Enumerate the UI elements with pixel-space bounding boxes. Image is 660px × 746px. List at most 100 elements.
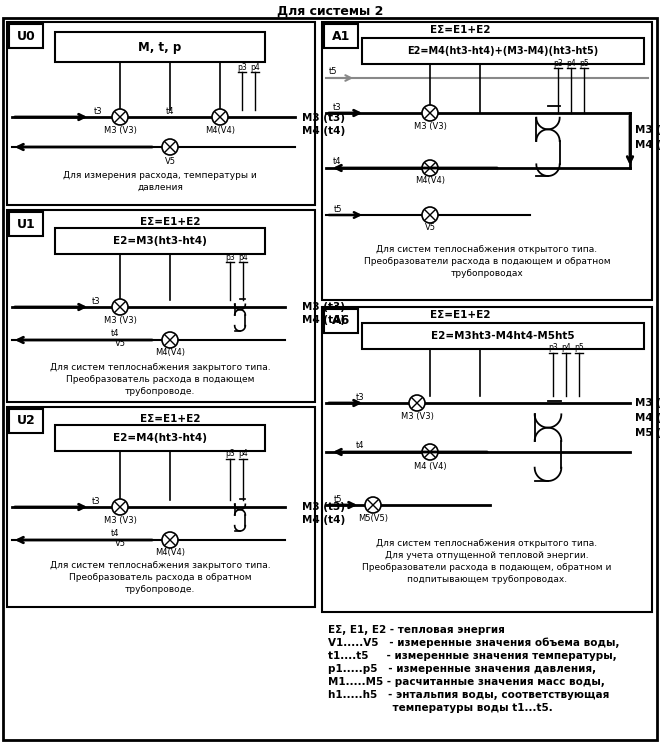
Text: M4 (t4): M4 (t4): [302, 315, 345, 325]
Text: M3 (t3): M3 (t3): [302, 302, 345, 312]
Text: M3 (t3): M3 (t3): [302, 502, 345, 512]
Bar: [324, 309, 358, 333]
Text: t3: t3: [333, 102, 341, 111]
Text: M4(V4): M4(V4): [415, 177, 445, 186]
Circle shape: [409, 395, 425, 411]
Circle shape: [422, 444, 438, 460]
Text: M3 (V3): M3 (V3): [104, 515, 137, 524]
Text: температуры воды t1...t5.: температуры воды t1...t5.: [378, 703, 553, 713]
Text: t4: t4: [333, 157, 341, 166]
Text: A6: A6: [332, 315, 350, 327]
Bar: [7, 407, 315, 607]
Text: U0: U0: [16, 30, 36, 43]
Text: p4: p4: [238, 450, 248, 459]
Text: M4 (t4): M4 (t4): [635, 413, 660, 423]
Text: p5: p5: [574, 343, 584, 353]
Text: Преобразователь расхода в обратном: Преобразователь расхода в обратном: [69, 574, 251, 583]
Text: M5(V5): M5(V5): [358, 513, 388, 522]
Text: M3 (V3): M3 (V3): [401, 412, 434, 421]
Text: p4: p4: [238, 252, 248, 262]
Text: M4 (t4): M4 (t4): [302, 126, 345, 136]
Bar: [322, 307, 652, 612]
Circle shape: [162, 532, 178, 548]
Text: Для систем теплоснабжения закрытого типа.: Для систем теплоснабжения закрытого типа…: [50, 562, 271, 571]
Text: M4(V4): M4(V4): [205, 127, 235, 136]
Text: t3: t3: [356, 392, 364, 401]
Text: M3 (V3): M3 (V3): [104, 127, 137, 136]
Text: t3: t3: [92, 296, 100, 306]
Bar: [55, 228, 265, 254]
Text: трубопроводе.: трубопроводе.: [125, 387, 195, 397]
Bar: [322, 22, 652, 300]
Bar: [362, 323, 644, 349]
Circle shape: [112, 109, 128, 125]
Text: p3: p3: [225, 450, 235, 459]
Text: Для системы 2: Для системы 2: [277, 4, 383, 17]
Text: M4 (V4): M4 (V4): [414, 462, 446, 471]
Bar: [362, 38, 644, 64]
Text: давления: давления: [137, 183, 183, 192]
Circle shape: [112, 299, 128, 315]
Text: t4: t4: [111, 330, 119, 339]
Text: M1.....M5 - расчитанные значения масс воды,: M1.....M5 - расчитанные значения масс во…: [328, 677, 605, 687]
Text: p3: p3: [225, 252, 235, 262]
Text: трубопроводах: трубопроводах: [451, 269, 523, 278]
Text: A1: A1: [332, 30, 350, 43]
Text: V5: V5: [114, 539, 125, 548]
Text: M3 (t3): M3 (t3): [302, 113, 345, 123]
Text: Для измерения расхода, температуры и: Для измерения расхода, температуры и: [63, 171, 257, 180]
Text: EΣ=E1+E2: EΣ=E1+E2: [140, 217, 200, 227]
Text: t5: t5: [334, 495, 343, 504]
Text: p1.....p5   - измеренные значения давления,: p1.....p5 - измеренные значения давления…: [328, 664, 596, 674]
Text: EΣ, E1, E2 - тепловая энергия: EΣ, E1, E2 - тепловая энергия: [328, 625, 505, 635]
Text: E2=M3(ht3-ht4): E2=M3(ht3-ht4): [113, 236, 207, 246]
Text: t1....t5     - измеренные значения температуры,: t1....t5 - измеренные значения температу…: [328, 651, 616, 661]
Text: M3 (t3): M3 (t3): [635, 398, 660, 408]
Text: V5: V5: [114, 339, 125, 348]
Text: p4: p4: [566, 58, 576, 67]
Text: U1: U1: [16, 218, 36, 231]
Text: U2: U2: [16, 415, 36, 427]
Text: t4: t4: [111, 530, 119, 539]
Circle shape: [112, 499, 128, 515]
Text: M4(V4): M4(V4): [155, 348, 185, 357]
Text: V5: V5: [164, 157, 176, 166]
Text: подпитывающем трубопроводах.: подпитывающем трубопроводах.: [407, 574, 567, 583]
Circle shape: [212, 109, 228, 125]
Bar: [324, 24, 358, 48]
Text: p4: p4: [250, 63, 260, 72]
Text: Преобразователи расхода в подающем и обратном: Преобразователи расхода в подающем и обр…: [364, 257, 610, 266]
Text: p3: p3: [548, 343, 558, 353]
Text: M3 (V3): M3 (V3): [414, 122, 446, 131]
Text: Преобразователь расхода в подающем: Преобразователь расхода в подающем: [66, 375, 254, 384]
Circle shape: [365, 497, 381, 513]
Text: E2=M3ht3-M4ht4-M5ht5: E2=M3ht3-M4ht4-M5ht5: [431, 331, 575, 341]
Text: p4: p4: [561, 343, 571, 353]
Text: M4(V4): M4(V4): [155, 548, 185, 557]
Text: V1.....V5   - измеренные значения объема воды,: V1.....V5 - измеренные значения объема в…: [328, 638, 620, 648]
Text: трубопроводе.: трубопроводе.: [125, 586, 195, 595]
Text: M3 (V3): M3 (V3): [104, 316, 137, 325]
Text: Для учета отпущенной тепловой энергии.: Для учета отпущенной тепловой энергии.: [385, 551, 589, 560]
Text: p5: p5: [579, 58, 589, 67]
Text: h1.....h5   - энтальпия воды, соответствующая: h1.....h5 - энтальпия воды, соответствую…: [328, 690, 609, 700]
Text: Для систем теплоснабжения закрытого типа.: Для систем теплоснабжения закрытого типа…: [50, 363, 271, 372]
Circle shape: [422, 160, 438, 176]
Text: Для систем теплоснабжения открытого типа.: Для систем теплоснабжения открытого типа…: [376, 245, 597, 254]
Text: t5: t5: [334, 204, 343, 213]
Bar: [55, 32, 265, 62]
Text: EΣ=E1+E2: EΣ=E1+E2: [140, 414, 200, 424]
Text: M4 (t4): M4 (t4): [635, 140, 660, 150]
Text: V5: V5: [424, 224, 436, 233]
Text: E2=M4(ht3-ht4)+(M3-M4)(ht3-ht5): E2=M4(ht3-ht4)+(M3-M4)(ht3-ht5): [407, 46, 599, 56]
Bar: [9, 212, 43, 236]
Circle shape: [422, 105, 438, 121]
Text: t4: t4: [356, 442, 364, 451]
Text: M5 (t5): M5 (t5): [635, 428, 660, 438]
Bar: [7, 210, 315, 402]
Text: p3: p3: [237, 63, 247, 72]
Text: M, t, p: M, t, p: [139, 40, 182, 54]
Circle shape: [162, 332, 178, 348]
Text: EΣ=E1+E2: EΣ=E1+E2: [430, 310, 490, 320]
Text: Для систем теплоснабжения открытого типа.: Для систем теплоснабжения открытого типа…: [376, 539, 597, 548]
